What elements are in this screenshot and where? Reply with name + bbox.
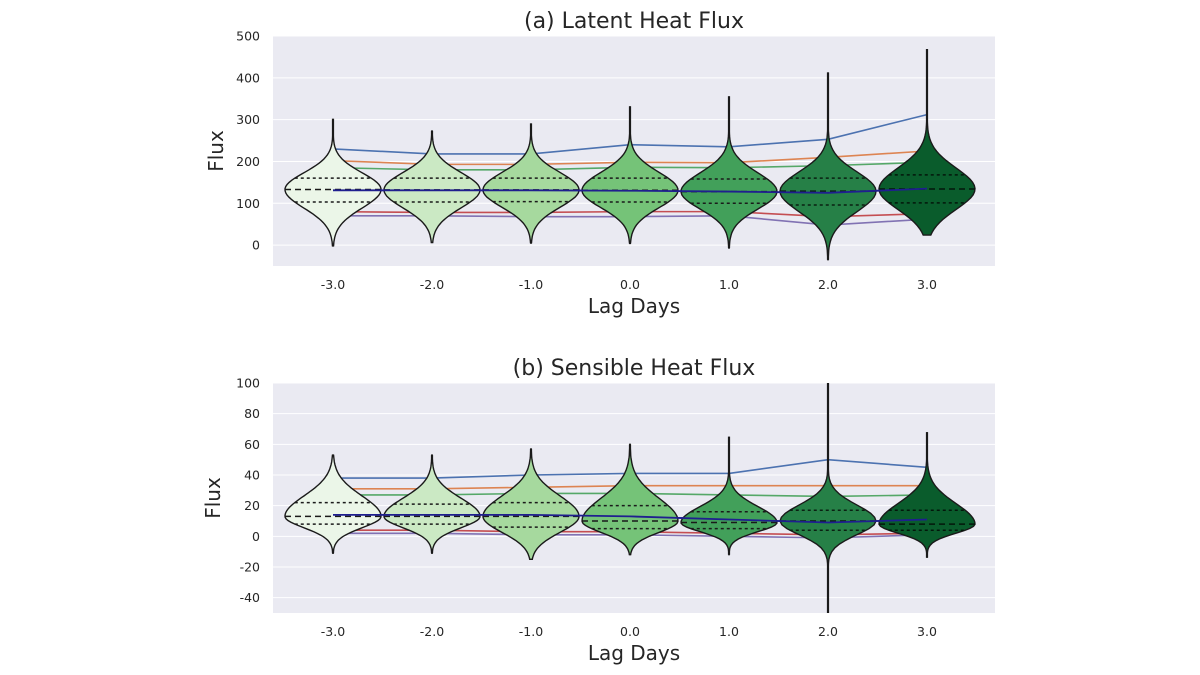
x-tick-label: -1.0 — [519, 277, 543, 292]
violin — [779, 383, 877, 613]
chart-title: (b) Sensible Heat Flux — [513, 356, 756, 381]
y-tick-label: 40 — [244, 468, 260, 483]
violin — [284, 454, 382, 554]
violin-body — [482, 123, 580, 244]
y-tick-label: 400 — [236, 70, 260, 85]
chart-title: (a) Latent Heat Flux — [524, 9, 744, 34]
y-tick-label: 100 — [236, 376, 260, 391]
violin — [383, 454, 481, 554]
y-tick-label: 300 — [236, 112, 260, 127]
violin-body — [680, 436, 778, 556]
violin-body — [284, 118, 382, 247]
y-tick-label: -40 — [240, 590, 260, 605]
y-tick-labels: -40 -20 0 20 40 60 80 100 — [236, 376, 260, 606]
x-tick-label: -3.0 — [321, 277, 345, 292]
x-tick-label: 1.0 — [719, 624, 739, 639]
y-tick-label: 60 — [244, 437, 260, 452]
series-line-overlay — [333, 513, 928, 524]
violin — [284, 118, 382, 247]
violins — [284, 383, 976, 613]
violin — [878, 432, 976, 558]
x-tick-label: -3.0 — [321, 624, 345, 639]
x-axis-label: Lag Days — [588, 641, 680, 665]
violin-body — [680, 96, 778, 249]
y-tick-label: 0 — [252, 238, 260, 253]
violin — [482, 448, 580, 560]
panel-latent-heat-flux: 0 100 200 300 400 500 -3.0 -2.0 -1.0 0.0 1.0 2.0 3.… — [204, 9, 995, 318]
x-tick-label: 0.0 — [620, 624, 640, 639]
y-tick-label: 0 — [252, 529, 260, 544]
violin — [878, 48, 976, 236]
panel-sensible-heat-flux: -40 -20 0 20 40 60 80 100 -3.0 -2.0 -1.0 0.0 1.0 2.0… — [201, 356, 995, 665]
x-tick-label: 3.0 — [917, 624, 937, 639]
x-tick-label: 2.0 — [818, 624, 838, 639]
y-axis-label: Flux — [201, 477, 225, 519]
y-tick-label: -20 — [240, 560, 260, 575]
x-tick-label: -2.0 — [420, 277, 444, 292]
x-tick-label: 1.0 — [719, 277, 739, 292]
violins — [284, 48, 976, 261]
y-tick-labels: 0 100 200 300 400 500 — [236, 29, 260, 253]
violin-body — [581, 106, 679, 245]
y-tick-label: 100 — [236, 196, 260, 211]
violin-body — [482, 448, 580, 560]
y-axis-label: Flux — [204, 130, 228, 172]
violin-body — [284, 454, 382, 554]
y-tick-label: 20 — [244, 498, 260, 513]
x-tick-label: 3.0 — [917, 277, 937, 292]
x-tick-label: -2.0 — [420, 624, 444, 639]
x-axis-label: Lag Days — [588, 294, 680, 318]
violin — [680, 436, 778, 556]
x-tick-labels: -3.0 -2.0 -1.0 0.0 1.0 2.0 3.0 — [321, 624, 937, 639]
violin-body — [779, 383, 877, 613]
violin-body — [383, 130, 481, 244]
y-tick-label: 200 — [236, 154, 260, 169]
x-tick-label: 2.0 — [818, 277, 838, 292]
y-tick-label: 500 — [236, 29, 260, 44]
x-tick-labels: -3.0 -2.0 -1.0 0.0 1.0 2.0 3.0 — [321, 277, 937, 292]
x-tick-label: 0.0 — [620, 277, 640, 292]
violin-body — [878, 432, 976, 558]
series-line-overlay — [333, 187, 928, 194]
violin-body — [779, 72, 877, 261]
x-tick-label: -1.0 — [519, 624, 543, 639]
y-tick-label: 80 — [244, 406, 260, 421]
